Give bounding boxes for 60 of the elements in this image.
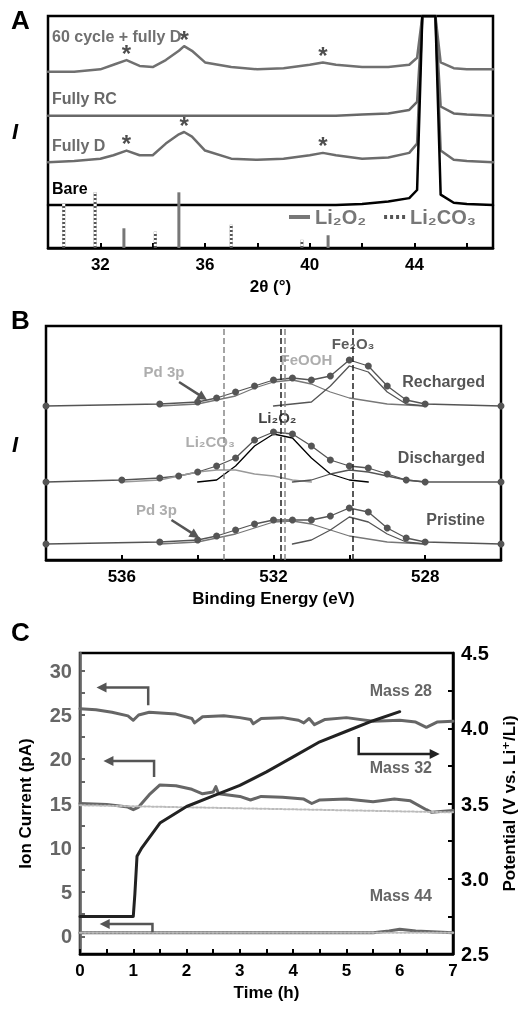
x-tick-label: 1 bbox=[128, 961, 139, 980]
series-label: 60 cycle + fully D bbox=[52, 28, 182, 46]
x-tick-label: 2 bbox=[181, 961, 192, 980]
x-tick-label: 532 bbox=[259, 567, 288, 586]
series-label: Mass 28 bbox=[369, 681, 433, 699]
annotation: * bbox=[179, 25, 190, 53]
y-tick-label: 5 bbox=[60, 881, 72, 904]
annotation: Pd 3p bbox=[136, 501, 177, 518]
x-tick-label: 536 bbox=[107, 567, 137, 586]
annotation: Fe₂O₃ bbox=[331, 335, 375, 352]
series-label: Recharged bbox=[402, 373, 485, 390]
y-tick-label: 25 bbox=[49, 703, 72, 726]
x-tick-label: 40 bbox=[300, 255, 320, 274]
y-tick-label: 10 bbox=[49, 836, 72, 859]
series-label: Fully D bbox=[52, 136, 106, 154]
annotation: FeOOH bbox=[280, 351, 333, 368]
x-tick-label: 7 bbox=[448, 961, 458, 980]
y2-axis-title: Potential (V vs. Li⁺/Li) bbox=[500, 715, 519, 892]
y2-tick-label: 3.5 bbox=[461, 792, 489, 815]
y-tick-label: 0 bbox=[60, 925, 72, 948]
x-tick-label: 5 bbox=[341, 961, 352, 980]
x-tick-label: 32 bbox=[90, 255, 110, 274]
series-label: Discharged bbox=[397, 449, 485, 466]
x-tick-label: 36 bbox=[195, 255, 215, 274]
series-label: Fully RC bbox=[52, 90, 118, 108]
x-axis-title: Time (h) bbox=[233, 983, 300, 1002]
y2-tick-label: 2.5 bbox=[461, 943, 489, 965]
x-axis-title: Binding Energy (eV) bbox=[192, 589, 355, 608]
annotation: * bbox=[318, 41, 329, 69]
y-axis-title: Ion Current (pA) bbox=[16, 738, 35, 869]
annotation: * bbox=[179, 111, 190, 139]
x-tick-label: 6 bbox=[394, 961, 405, 980]
series-label: Pristine bbox=[426, 511, 486, 528]
annotation: * bbox=[318, 132, 329, 160]
chart-title: C bbox=[11, 617, 30, 647]
chart-title: B bbox=[11, 305, 30, 335]
y-tick-label: 20 bbox=[49, 748, 72, 771]
annotation: Li₂CO₃ bbox=[185, 433, 235, 450]
annotation: * bbox=[121, 130, 132, 158]
x-tick-label: 0 bbox=[75, 961, 85, 980]
x-tick-label: 44 bbox=[405, 255, 425, 274]
y2-tick-label: 3.0 bbox=[461, 867, 489, 890]
x-axis-title: 2θ (°) bbox=[249, 277, 292, 296]
y-tick-label: 30 bbox=[49, 659, 72, 682]
annotation: Li₂O₂ bbox=[258, 409, 297, 426]
chart-title: A bbox=[11, 5, 30, 35]
y-axis-title: I bbox=[12, 118, 19, 144]
series-label: Mass 32 bbox=[369, 759, 433, 777]
series-label: Mass 44 bbox=[369, 887, 433, 905]
x-tick-label: 4 bbox=[288, 961, 299, 980]
y2-tick-label: 4.0 bbox=[461, 717, 489, 740]
x-tick-label: 3 bbox=[235, 961, 245, 980]
legend-label: Li₂CO₃ bbox=[410, 206, 477, 228]
y-axis-title: I bbox=[12, 432, 19, 457]
y-tick-label: 15 bbox=[49, 792, 72, 815]
series-label: Bare bbox=[52, 179, 88, 197]
y2-tick-label: 4.5 bbox=[461, 642, 489, 664]
x-tick-label: 528 bbox=[410, 567, 440, 586]
annotation: Pd 3p bbox=[143, 363, 185, 380]
legend-label: Li₂O₂ bbox=[314, 206, 367, 228]
